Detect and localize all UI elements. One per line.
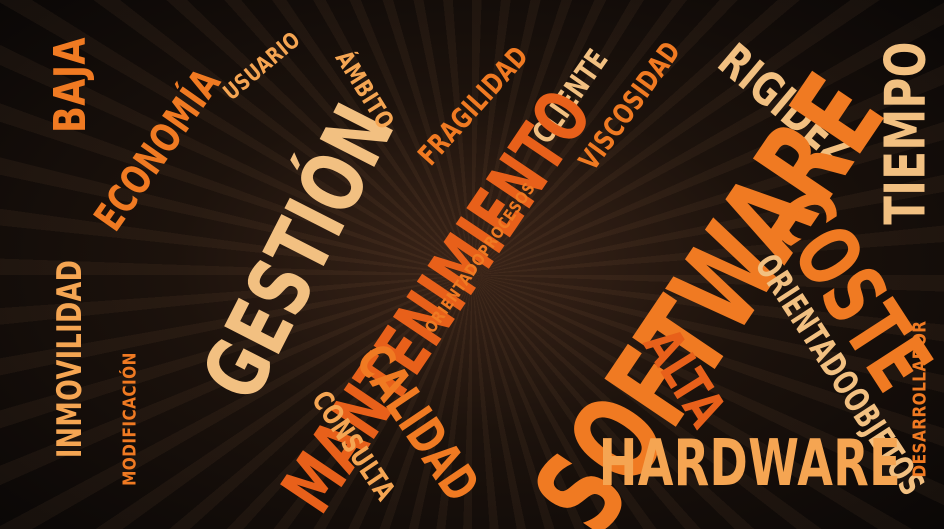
word-desarrollador: DESARROLLADOR <box>909 320 931 478</box>
word-economia: ECONOMÍA <box>85 60 231 240</box>
word-baja: BAJA <box>45 36 97 134</box>
word-usuario: USUARIO <box>218 27 306 106</box>
word-inmovilidad: INMOVILIDAD <box>50 259 91 459</box>
word-hardware: HARDWARE <box>598 427 901 501</box>
word-modificacion: MODIFICACIÓN <box>119 352 141 486</box>
